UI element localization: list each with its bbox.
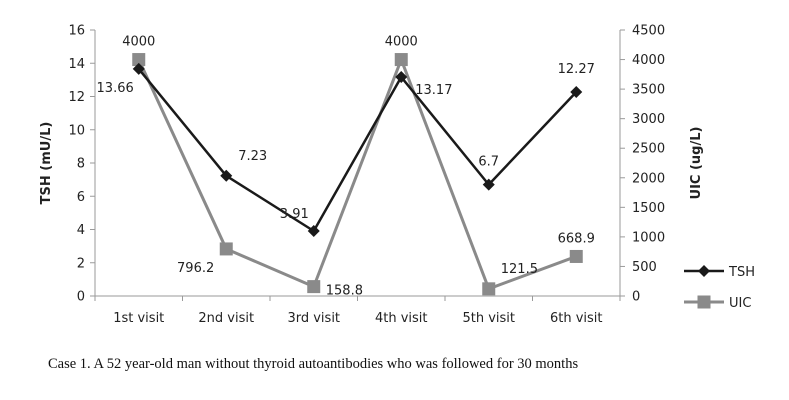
chart-legend: TSH UIC bbox=[684, 265, 755, 311]
chart-series bbox=[132, 53, 583, 296]
tsh-data-point bbox=[395, 71, 408, 84]
x-axis-category-label: 5th visit bbox=[462, 311, 515, 326]
legend-uic-label: UIC bbox=[729, 296, 751, 311]
uic-data-label: 4000 bbox=[122, 35, 155, 50]
tsh-data-label: 12.27 bbox=[558, 62, 595, 77]
right-axis-tick-label: 0 bbox=[632, 290, 640, 305]
left-axis-tick-label: 6 bbox=[77, 190, 85, 205]
x-axis-category-label: 6th visit bbox=[550, 311, 603, 326]
right-axis-tick-label: 4000 bbox=[632, 53, 665, 68]
tsh-data-label: 13.17 bbox=[415, 83, 452, 98]
left-axis-tick-label: 8 bbox=[77, 157, 85, 172]
tsh-data-label: 3.91 bbox=[280, 207, 309, 222]
tsh-data-label: 6.7 bbox=[478, 155, 499, 170]
legend-uic-marker bbox=[697, 295, 711, 309]
left-axis-tick-label: 4 bbox=[77, 223, 85, 238]
chart-axes: 0 2 4 6 8 10 12 14 16 0 500 1000 1500 2000 2500 3000 350… bbox=[39, 24, 704, 327]
right-axis-tick-label: 500 bbox=[632, 260, 657, 275]
legend-tsh-marker bbox=[698, 265, 710, 277]
x-axis-category-label: 4th visit bbox=[375, 311, 428, 326]
uic-data-point bbox=[394, 53, 408, 67]
right-axis-tick-label: 3000 bbox=[632, 112, 665, 127]
tsh-series-line bbox=[137, 68, 578, 233]
x-axis-category-label: 1st visit bbox=[113, 311, 164, 326]
right-axis-tick-label: 2500 bbox=[632, 142, 665, 157]
right-axis-title: UIC (ug/L) bbox=[689, 127, 704, 200]
left-axis-tick-label: 0 bbox=[77, 290, 85, 305]
left-axis-title: TSH (mU/L) bbox=[39, 122, 54, 205]
chart-data-labels: 13.66 7.23 3.91 13.17 6.7 12.27 4000 796.2 158.8… bbox=[97, 35, 595, 299]
uic-data-label: 121.5 bbox=[501, 262, 538, 277]
right-axis-tick-label: 4500 bbox=[632, 24, 665, 39]
right-axis-tick-label: 2000 bbox=[632, 171, 665, 186]
tsh-data-point bbox=[482, 178, 495, 191]
tsh-data-label: 13.66 bbox=[97, 81, 134, 96]
left-axis-tick-label: 12 bbox=[68, 90, 85, 105]
left-axis-tick-label: 2 bbox=[77, 256, 85, 271]
uic-data-label: 796.2 bbox=[177, 261, 214, 276]
tsh-data-label: 7.23 bbox=[238, 149, 267, 164]
left-axis-tick-label: 16 bbox=[68, 24, 85, 39]
tsh-data-point bbox=[307, 224, 320, 237]
uic-data-point bbox=[307, 280, 321, 294]
uic-data-label: 668.9 bbox=[558, 231, 595, 246]
uic-data-label: 4000 bbox=[385, 35, 418, 50]
left-axis-tick-label: 14 bbox=[68, 57, 85, 72]
uic-series-line bbox=[137, 58, 577, 291]
uic-data-point bbox=[132, 53, 146, 67]
right-axis-tick-label: 3500 bbox=[632, 83, 665, 98]
tsh-data-point bbox=[570, 86, 583, 99]
tsh-data-point bbox=[220, 169, 233, 182]
x-axis-category-label: 2nd visit bbox=[198, 311, 254, 326]
legend-tsh-label: TSH bbox=[728, 265, 755, 280]
right-axis-tick-label: 1500 bbox=[632, 201, 665, 216]
uic-data-point bbox=[482, 282, 496, 296]
uic-data-point bbox=[219, 242, 233, 256]
left-axis-tick-label: 10 bbox=[68, 123, 85, 138]
figure-caption: Case 1. A 52 year-old man without thyroi… bbox=[48, 356, 579, 372]
tsh-data-point bbox=[132, 62, 145, 75]
right-axis-tick-label: 1000 bbox=[632, 230, 665, 245]
uic-data-point bbox=[569, 249, 583, 263]
uic-data-label: 158.8 bbox=[326, 284, 363, 299]
x-axis-category-label: 3rd visit bbox=[287, 311, 340, 326]
